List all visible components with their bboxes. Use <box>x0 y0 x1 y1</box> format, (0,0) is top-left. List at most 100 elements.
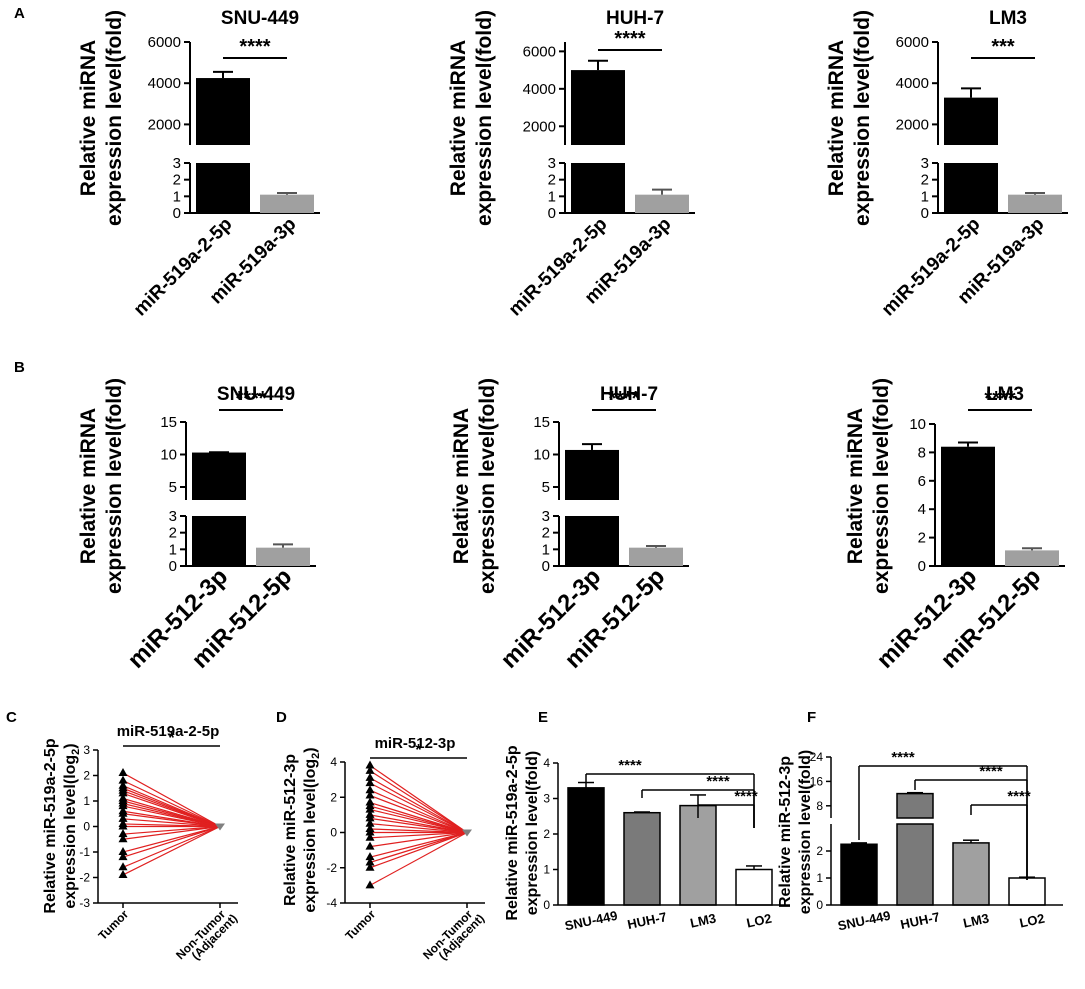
tumor-point <box>118 808 128 817</box>
x-tick-label: SNU-449 <box>836 908 891 934</box>
bar <box>196 78 250 145</box>
y-tick-label: 3 <box>173 155 181 172</box>
tumor-point <box>365 804 375 813</box>
bar <box>192 452 246 500</box>
bar <box>571 70 625 145</box>
y-tick-label: 2 <box>173 172 181 189</box>
chart-C: miR-519a-2-5p Relative miR-519a-2-5p expre… <box>42 723 240 963</box>
tumor-point <box>118 813 128 822</box>
tumor-point <box>365 880 375 889</box>
y-tick-label: 5 <box>542 479 550 496</box>
bar-lower-segment <box>896 823 934 906</box>
y-tick-label: 24 <box>810 750 824 764</box>
tumor-point <box>365 862 375 871</box>
y-axis-label: Relative miRNA <box>844 408 867 564</box>
bar <box>944 97 998 145</box>
tumor-point <box>365 852 375 861</box>
y-axis-label: expression level(log2) <box>302 747 322 912</box>
y-axis-label: Relative miRNA <box>825 40 848 196</box>
pair-line <box>122 825 221 835</box>
y-tick-label: 15 <box>533 414 550 431</box>
tumor-point <box>118 775 128 784</box>
tumor-point <box>118 847 128 855</box>
pair-line <box>122 780 221 828</box>
pair-line <box>369 817 468 834</box>
tumor-point <box>365 832 375 841</box>
comparison-label: **** <box>706 773 730 790</box>
y-tick-label: 1 <box>169 541 177 558</box>
y-axis-label: Relative miRNA <box>450 408 473 564</box>
bar <box>1008 877 1046 906</box>
chart-D: miR-512-3p Relative miR-512-3p expression … <box>282 735 487 963</box>
y-axis-label: Relative miR-519a-2-5p <box>504 745 521 920</box>
y-tick-label: 0 <box>543 898 550 912</box>
bar <box>896 792 934 819</box>
x-tick-label: LM3 <box>962 911 991 931</box>
y-tick-label: 0 <box>918 558 926 575</box>
pair-line <box>369 831 468 839</box>
chart-A-1: HUH-7 Relative miRNA expression level(fold… <box>447 8 695 320</box>
x-tick-label: LM3 <box>689 911 718 931</box>
y-tick-label: 2 <box>918 530 926 547</box>
bar <box>565 449 619 500</box>
y-tick-label: -4 <box>326 896 337 910</box>
chart-A-2: LM3 Relative miRNA expression level(fold) 2… <box>825 8 1068 320</box>
y-tick-label: 1 <box>543 863 550 877</box>
panel-label-E: E <box>538 709 548 726</box>
y-tick-label: 3 <box>548 155 556 172</box>
bar <box>567 787 605 906</box>
tumor-point <box>365 818 375 827</box>
y-axis-label: Relative miR-519a-2-5p <box>42 738 59 913</box>
y-tick-label: 3 <box>542 508 550 525</box>
y-tick-label: 10 <box>160 447 177 464</box>
y-tick-label: 0 <box>83 820 90 834</box>
pair-line <box>369 789 468 834</box>
significance-label: **** <box>608 388 639 410</box>
bar <box>952 842 990 906</box>
pair-line <box>369 782 468 834</box>
chart-F: Relative miR-512-3p expression level(fold… <box>777 749 1063 933</box>
tumor-point <box>118 801 128 810</box>
pair-line <box>369 765 468 833</box>
pair-line <box>369 831 468 848</box>
significance-label: * <box>168 730 175 747</box>
tumor-point <box>118 852 128 861</box>
bar <box>260 194 314 213</box>
subscript: 2 <box>70 749 82 755</box>
x-tick-label: SNU-449 <box>563 908 618 934</box>
tumor-point <box>365 813 375 822</box>
bar <box>256 547 310 566</box>
y-tick-label: 2 <box>83 769 90 783</box>
y-tick-label: 5 <box>169 479 177 496</box>
pair-line <box>122 805 221 828</box>
x-tick-label: HUH-7 <box>899 909 941 932</box>
pair-line <box>122 818 221 828</box>
bar <box>735 868 773 906</box>
y-tick-label: 10 <box>909 416 926 433</box>
y-tick-label: 0 <box>816 898 823 912</box>
bar-lower-segment <box>571 163 625 213</box>
tumor-point <box>365 841 375 850</box>
y-tick-label: -2 <box>79 871 90 885</box>
y-tick-label: 8 <box>816 799 823 813</box>
y-tick-label: 2000 <box>148 116 181 133</box>
y-tick-label: 3 <box>169 508 177 525</box>
bar <box>623 811 661 906</box>
y-tick-label: 2 <box>816 844 823 858</box>
pair-line <box>369 794 468 834</box>
chart-title: miR-512-3p <box>375 735 456 752</box>
y-tick-label: 4 <box>918 501 926 518</box>
y-tick-label: 10 <box>533 447 550 464</box>
chart-B-5: LM3 Relative miRNA expression level(fold) 0… <box>844 378 1065 674</box>
y-tick-label: 1 <box>921 188 929 205</box>
y-tick-label: 0 <box>330 826 337 840</box>
y-tick-label: 2000 <box>896 116 929 133</box>
pair-line <box>369 823 468 834</box>
y-tick-label: 6000 <box>148 34 181 51</box>
tumor-point <box>365 857 375 866</box>
adjacent-point <box>462 829 472 837</box>
y-tick-label: 4 <box>543 756 550 770</box>
y-axis-label: Relative miRNA <box>77 408 100 564</box>
chart-title: miR-519a-2-5p <box>117 723 220 740</box>
